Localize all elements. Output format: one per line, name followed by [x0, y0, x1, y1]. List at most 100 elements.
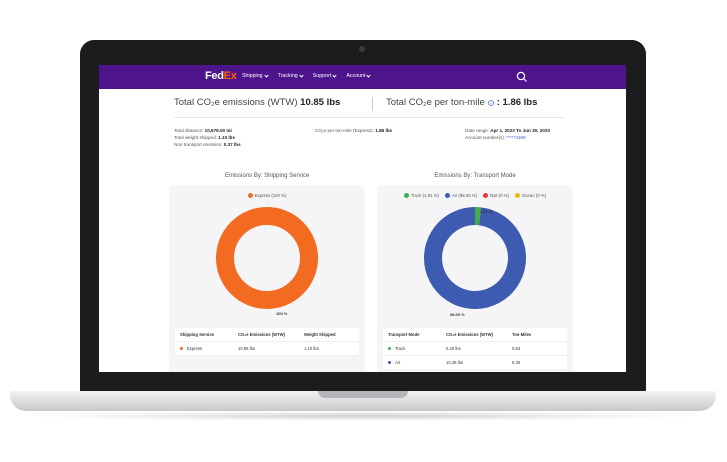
cell-name: Air — [395, 360, 401, 365]
nav-label: Tracking — [277, 73, 298, 79]
per-ton-mile-label: Total CO₂e per ton-mile — [386, 97, 485, 108]
laptop-shadow — [30, 411, 696, 421]
camera — [359, 46, 365, 52]
table-header: Shipping Service CO₂e Emissions (WTW) We… — [175, 328, 359, 342]
legend-label: Truck (1.91 %) — [410, 193, 439, 198]
table-row[interactable]: Express 10.85 lbs 1.10 lbs — [175, 342, 359, 356]
nav-item-account[interactable]: Account — [346, 72, 372, 79]
mode-donut-chart — [424, 207, 526, 309]
chevron-down-icon — [332, 72, 337, 78]
account-label: Account number(s): — [465, 135, 506, 141]
mode-legend: Truck (1.91 %) Air (98.09 %) Rail (0 %) … — [377, 193, 573, 198]
cell-name: Truck — [395, 346, 406, 351]
account-number-link[interactable]: *****3198 — [506, 135, 526, 141]
legend-item-ocean[interactable]: Ocean (0 %) — [514, 193, 547, 198]
cell-emissions: 0.20 lbs — [446, 346, 461, 351]
column-header: Weight Shipped — [304, 332, 336, 337]
total-emissions: Total CO₂e emissions (WTW) 10.85 lbs — [174, 97, 340, 108]
emissions-summary: Total CO₂e emissions (WTW) 10.85 lbs Tot… — [174, 97, 554, 113]
legend-item-truck[interactable]: Truck (1.91 %) — [403, 193, 439, 198]
legend-item-air[interactable]: Air (98.09 %) — [444, 193, 478, 198]
nav-item-tracking[interactable]: Tracking — [277, 72, 304, 79]
donut-slice-air[interactable] — [424, 207, 526, 309]
column-header: Ton-Miles — [512, 332, 532, 337]
dashboard-screen: FedEx Shipping Tracking Support Account … — [99, 65, 626, 372]
service-panel-title: Emissions By: Shipping Service — [224, 173, 310, 179]
nav-label: Account — [346, 73, 366, 79]
donut-pct-label: 100 % — [276, 311, 288, 316]
row-dot — [388, 347, 391, 350]
nav-menu: Shipping Tracking Support Account — [242, 72, 372, 79]
non-transport-label: Non transport emission: — [174, 142, 223, 148]
search-icon[interactable] — [516, 71, 528, 83]
laptop-base — [10, 391, 716, 411]
laptop-notch — [318, 391, 408, 398]
chevron-down-icon — [299, 72, 304, 78]
legend-item-rail[interactable]: Rail (0 %) — [483, 193, 509, 198]
service-panel: Express (100 %) 100 % Shipping Service C… — [169, 185, 365, 372]
mode-cell: Air — [388, 360, 446, 365]
total-distance-value: 10,578.00 mi — [204, 128, 232, 133]
chevron-down-icon — [264, 72, 269, 78]
details-left: Total distance: 10,578.00 mi Total weigh… — [174, 127, 241, 149]
co2-per-ton-mile-label: CO₂e per ton-mile (Express): — [315, 128, 374, 133]
mode-panel-title: Emissions By: Transport Mode — [434, 173, 516, 179]
fedex-logo[interactable]: FedEx — [205, 70, 237, 82]
row-dot — [388, 361, 391, 364]
total-distance-label: Total distance: — [174, 128, 204, 133]
column-header: CO₂e Emissions (WTW) — [238, 332, 285, 337]
row-dot — [180, 347, 183, 350]
summary-divider — [372, 97, 373, 111]
donut-slice-express[interactable] — [216, 207, 318, 309]
total-emissions-value: 10.85 lbs — [300, 97, 341, 108]
cell-ton-miles: 0.63 — [512, 346, 521, 351]
mode-panel: Truck (1.91 %) Air (98.09 %) Rail (0 %) … — [377, 185, 573, 372]
nav-label: Shipping — [242, 73, 263, 79]
nav-label: Support — [312, 73, 332, 79]
column-header: Transport Mode — [388, 332, 420, 337]
legend-dot — [247, 193, 253, 198]
cell-emissions: 10.28 lbs — [446, 360, 463, 365]
cell-weight: 1.10 lbs — [304, 346, 319, 351]
legend-label: Express (100 %) — [254, 193, 287, 198]
details-middle: CO₂e per ton-mile (Express): 1.86 lbs — [315, 127, 392, 134]
summary-separator — [174, 117, 564, 118]
non-transport-value: 0.37 lbs — [223, 142, 241, 148]
cell-emissions: 10.85 lbs — [238, 346, 255, 351]
table-row[interactable]: Truck 0.20 lbs 0.63 — [383, 342, 567, 356]
mode-table: Transport Mode CO₂e Emissions (WTW) Ton-… — [383, 328, 567, 370]
details-right: Date range: Apr 1, 2023 To Jun 30, 2023 … — [465, 127, 550, 141]
per-ton-mile: Total CO₂e per ton-mile ? : 1.86 lbs — [386, 97, 537, 108]
service-donut-chart — [216, 207, 318, 309]
legend-dot — [483, 193, 489, 198]
legend-dot — [403, 193, 409, 198]
cell-ton-miles: 5.30 — [512, 360, 521, 365]
legend-label: Ocean (0 %) — [521, 193, 547, 198]
cell-name: Express — [187, 346, 203, 351]
nav-item-shipping[interactable]: Shipping — [242, 72, 269, 79]
logo-fed: Fed — [205, 70, 224, 82]
legend-label: Rail (0 %) — [490, 193, 509, 198]
service-legend: Express (100 %) — [169, 193, 365, 198]
legend-dot — [514, 193, 520, 198]
table-header: Transport Mode CO₂e Emissions (WTW) Ton-… — [383, 328, 567, 342]
per-ton-mile-value: : 1.86 lbs — [496, 97, 538, 108]
column-header: CO₂e Emissions (WTW) — [446, 332, 493, 337]
donut-pct-label-air: 98.09 % — [450, 312, 465, 317]
column-header: Shipping Service — [180, 332, 214, 337]
top-nav: FedEx Shipping Tracking Support Account — [99, 65, 626, 89]
donut-pct-label-truck: 1.91 % — [480, 209, 493, 214]
total-weight-value: 1.10 lbs — [218, 135, 236, 141]
service-cell: Express — [180, 346, 238, 351]
total-emissions-label: Total CO₂e emissions (WTW) — [174, 97, 298, 108]
info-icon[interactable]: ? — [487, 99, 494, 106]
legend-label: Air (98.09 %) — [451, 193, 478, 198]
chevron-down-icon — [366, 72, 372, 78]
mode-cell: Truck — [388, 346, 446, 351]
date-range-value: Apr 1, 2023 To Jun 30, 2023 — [490, 128, 550, 133]
legend-item-express[interactable]: Express (100 %) — [247, 193, 287, 198]
table-row[interactable]: Air 10.28 lbs 5.30 — [383, 356, 567, 370]
total-weight-label: Total weight shipped: — [174, 135, 217, 141]
nav-item-support[interactable]: Support — [312, 72, 337, 79]
